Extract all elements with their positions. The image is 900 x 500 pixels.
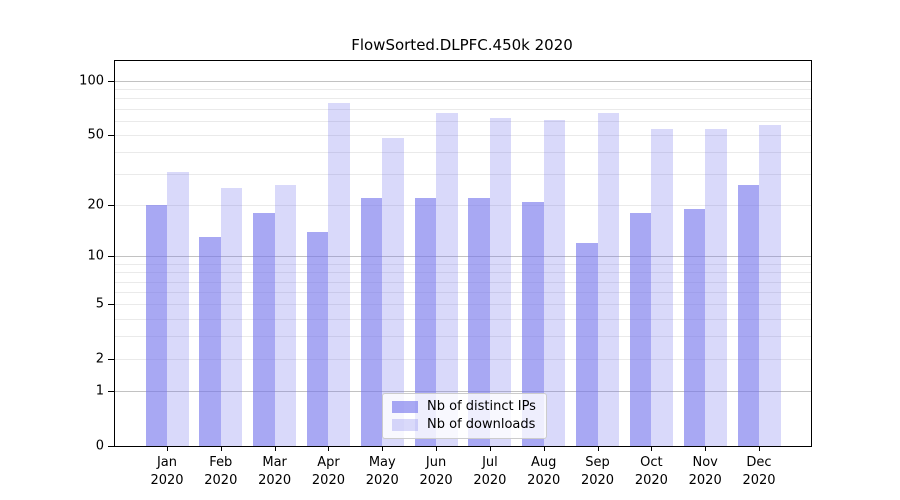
y-tick-label: 10 bbox=[87, 248, 104, 264]
gridline-minor bbox=[115, 108, 811, 110]
bar-downloads bbox=[274, 185, 297, 446]
bar-ips bbox=[522, 201, 544, 446]
x-tick-label: Mar 2020 bbox=[258, 455, 292, 488]
y-axis-tick bbox=[108, 359, 114, 361]
legend-label-downloads: Nb of downloads bbox=[427, 417, 536, 432]
y-axis-tick bbox=[108, 80, 114, 82]
bar-downloads bbox=[651, 129, 673, 446]
legend: Nb of distinct IPs Nb of downloads bbox=[382, 393, 547, 439]
gridline-minor bbox=[115, 174, 811, 176]
y-tick-label: 2 bbox=[95, 351, 104, 367]
gridline-minor bbox=[115, 98, 811, 100]
gridline-major bbox=[115, 80, 811, 82]
bar-downloads bbox=[759, 124, 781, 446]
x-axis-tick bbox=[436, 446, 438, 451]
x-tick-label: Sep 2020 bbox=[580, 455, 615, 488]
gridline-minor bbox=[115, 205, 811, 207]
x-tick-label: Oct 2020 bbox=[634, 455, 668, 488]
y-axis-tick bbox=[108, 205, 114, 207]
bar-downloads bbox=[597, 113, 620, 446]
bar-ips bbox=[145, 205, 167, 446]
x-axis-tick bbox=[167, 446, 168, 451]
legend-swatch-downloads bbox=[392, 418, 418, 431]
gridline-minor bbox=[115, 359, 811, 361]
y-axis-tick bbox=[108, 446, 114, 447]
gridline-minor bbox=[115, 120, 811, 122]
x-axis-tick bbox=[274, 446, 276, 451]
gridline-minor bbox=[115, 281, 811, 283]
y-tick-label: 20 bbox=[87, 197, 104, 213]
bar-ips bbox=[253, 213, 275, 446]
y-axis-tick bbox=[108, 304, 114, 306]
x-tick-label: Nov 2020 bbox=[688, 455, 722, 488]
legend-item-ips: Nb of distinct IPs bbox=[392, 399, 536, 414]
x-axis-tick bbox=[382, 446, 384, 451]
bar-ips bbox=[576, 243, 598, 446]
gridline-minor bbox=[115, 89, 811, 91]
gridline-minor bbox=[115, 272, 811, 274]
gridline-major bbox=[115, 256, 811, 258]
x-tick-label: Feb 2020 bbox=[204, 455, 238, 488]
x-tick-label: Dec 2020 bbox=[742, 455, 776, 488]
x-axis-tick bbox=[759, 446, 760, 451]
legend-item-downloads: Nb of downloads bbox=[392, 417, 536, 432]
gridline-minor bbox=[115, 336, 811, 338]
bar-ips bbox=[737, 185, 759, 446]
gridline-minor bbox=[115, 318, 811, 320]
x-axis-tick bbox=[543, 446, 545, 451]
bar-ips bbox=[468, 198, 490, 446]
legend-swatch-ips bbox=[392, 400, 418, 413]
x-axis-tick bbox=[651, 446, 653, 451]
x-tick-label: Jul 2020 bbox=[473, 455, 507, 488]
x-axis-tick bbox=[597, 446, 599, 451]
bar-downloads bbox=[543, 119, 566, 446]
bar-ips bbox=[360, 198, 383, 446]
x-tick-label: Jan 2020 bbox=[150, 455, 184, 488]
y-tick-label: 0 bbox=[95, 438, 104, 454]
legend-label-ips: Nb of distinct IPs bbox=[427, 399, 536, 414]
bar-downloads bbox=[382, 138, 404, 446]
bar-ips bbox=[683, 209, 706, 446]
y-tick-label: 50 bbox=[87, 127, 104, 143]
x-tick-label: Apr 2020 bbox=[311, 455, 345, 488]
x-tick-label: Aug 2020 bbox=[527, 455, 561, 488]
y-axis-tick bbox=[108, 135, 114, 136]
gridline-minor bbox=[115, 263, 811, 265]
plot-area: Nb of distinct IPs Nb of downloads 0 1 2 5 1… bbox=[79, 60, 812, 488]
x-axis-tick bbox=[489, 446, 491, 451]
chart-title: FlowSorted.DLPFC.450k 2020 bbox=[351, 36, 573, 54]
bar-ips bbox=[199, 237, 221, 446]
x-tick-label: May 2020 bbox=[365, 455, 399, 488]
y-tick-label: 5 bbox=[95, 296, 104, 312]
gridline-minor bbox=[115, 304, 811, 306]
bar-downloads bbox=[705, 129, 727, 446]
y-axis-tick bbox=[108, 391, 114, 393]
bar-downloads bbox=[220, 188, 243, 446]
gridline-major bbox=[115, 391, 811, 393]
bar-ips bbox=[629, 213, 652, 446]
bar-ips bbox=[414, 198, 437, 446]
bar-downloads bbox=[489, 118, 512, 446]
gridline-minor bbox=[115, 135, 811, 136]
gridline-minor bbox=[115, 152, 811, 154]
bar-downloads bbox=[167, 171, 189, 446]
y-axis-tick bbox=[108, 256, 114, 258]
bar-downloads bbox=[436, 113, 458, 446]
x-axis-tick bbox=[220, 446, 222, 451]
y-tick-label: 1 bbox=[95, 383, 104, 399]
x-tick-label: Jun 2020 bbox=[419, 455, 453, 488]
x-axis-tick bbox=[705, 446, 707, 451]
bar-ips bbox=[306, 231, 329, 446]
x-axis-tick bbox=[328, 446, 330, 451]
y-tick-label: 100 bbox=[79, 73, 104, 89]
bar-downloads bbox=[328, 103, 350, 446]
gridline-minor bbox=[115, 292, 811, 294]
